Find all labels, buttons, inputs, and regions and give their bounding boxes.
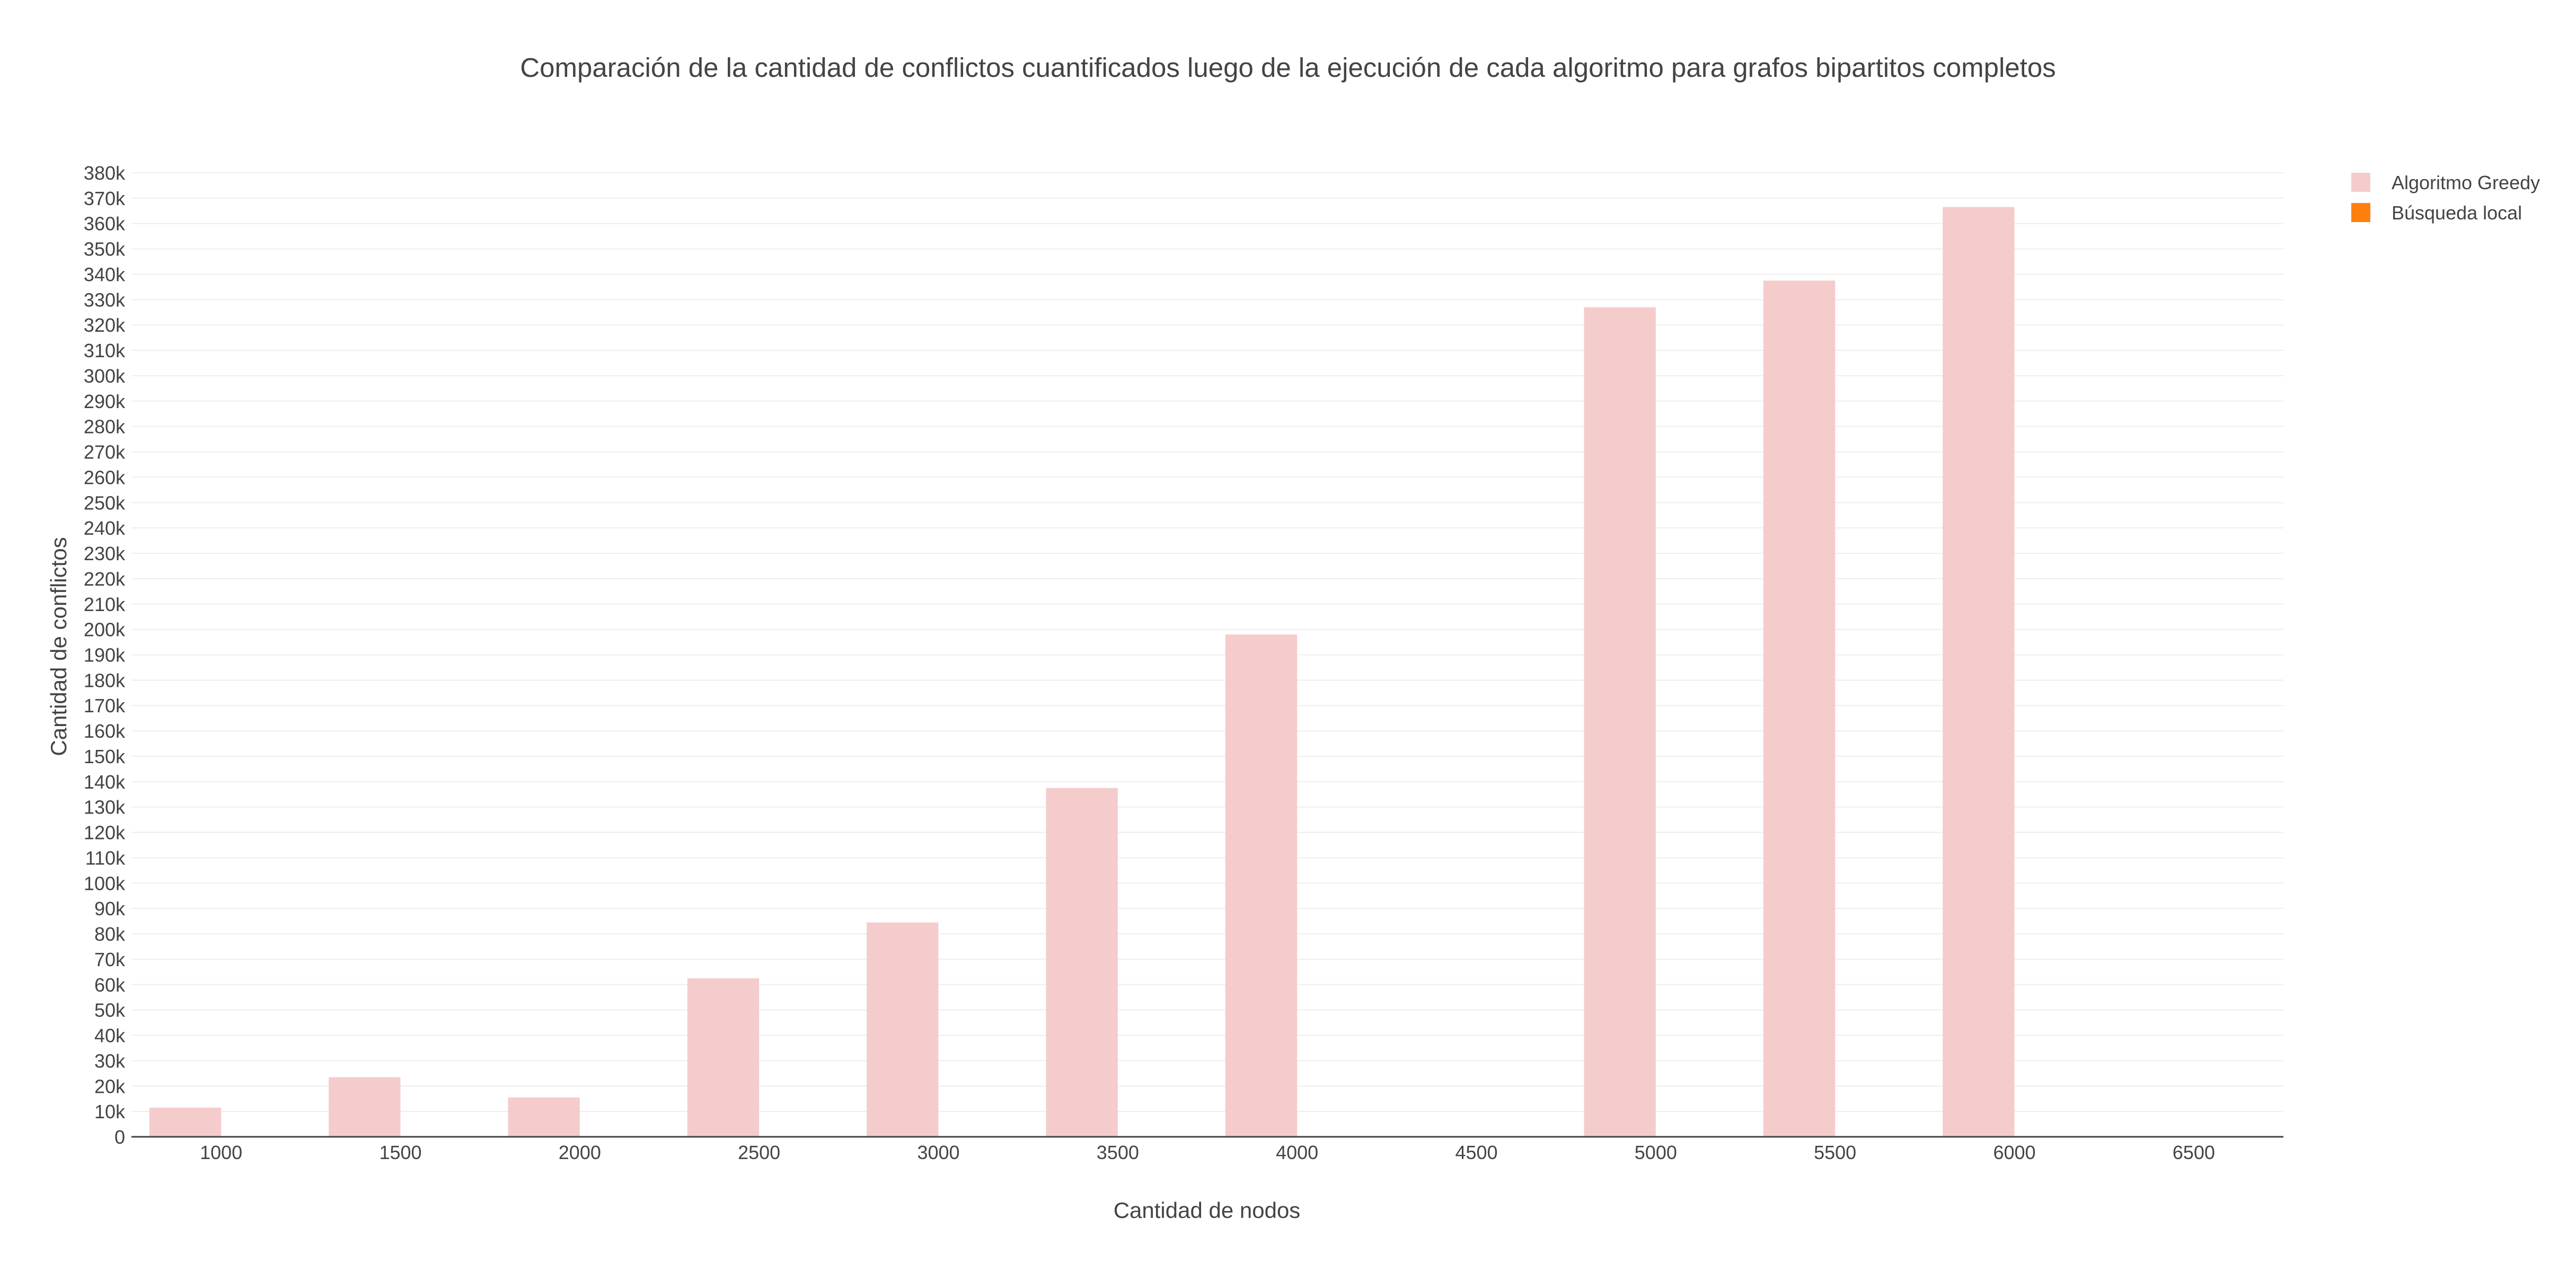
legend-label: Algoritmo Greedy [2392, 172, 2540, 193]
y-tick-label: 80k [94, 923, 126, 945]
y-tick-label: 140k [84, 771, 126, 793]
y-tick-label: 110k [85, 847, 126, 869]
y-tick-label: 120k [84, 822, 126, 844]
x-tick-label: 6000 [1993, 1142, 2035, 1163]
x-tick-label: 4500 [1455, 1142, 1497, 1163]
x-tick-label: 3000 [917, 1142, 959, 1163]
x-tick-label: 1500 [379, 1142, 421, 1163]
y-tick-label: 30k [94, 1050, 126, 1072]
y-tick-label: 300k [84, 365, 126, 387]
y-tick-label: 360k [84, 213, 126, 235]
gridlines [131, 172, 2283, 1112]
bar-greedy [687, 978, 760, 1137]
y-tick-label: 250k [84, 492, 126, 514]
y-tick-label: 100k [84, 872, 126, 894]
x-tick-label: 5500 [1814, 1142, 1856, 1163]
y-tick-label: 280k [84, 416, 126, 438]
x-tick-label: 1000 [200, 1142, 242, 1163]
x-tick-label: 6500 [2173, 1142, 2215, 1163]
bar-greedy [1225, 634, 1298, 1137]
chart-title: Comparación de la cantidad de conflictos… [520, 52, 2055, 83]
bar-greedy [1943, 207, 2015, 1137]
y-tick-label: 50k [94, 1000, 126, 1021]
y-tick-label: 160k [84, 720, 126, 742]
legend-swatch [2351, 203, 2370, 222]
x-tick-label: 4000 [1276, 1142, 1318, 1163]
y-tick-label: 350k [84, 238, 126, 260]
y-tick-label: 240k [84, 517, 126, 539]
y-tick-label: 210k [84, 594, 126, 615]
y-tick-label: 310k [84, 340, 126, 361]
y-tick-label: 320k [84, 314, 126, 336]
y-tick-label: 170k [84, 695, 126, 717]
bar-greedy [329, 1077, 401, 1137]
y-axis-title: Cantidad de conflictos [46, 537, 71, 756]
y-tick-label: 290k [84, 391, 126, 412]
y-tick-label: 40k [94, 1025, 126, 1047]
y-tick-label: 380k [84, 162, 126, 184]
y-tick-label: 220k [84, 568, 126, 590]
bars [149, 207, 2015, 1137]
y-tick-label: 260k [84, 466, 126, 488]
x-tick-label: 2500 [738, 1142, 780, 1163]
y-tick-label: 180k [84, 669, 126, 691]
bar-greedy [1584, 307, 1656, 1137]
x-tick-label: 5000 [1635, 1142, 1677, 1163]
y-tick-label: 0 [114, 1126, 125, 1148]
y-tick-label: 330k [84, 289, 126, 311]
x-axis-ticks: 1000 1500 2000 2500 3000 3500 4000 4500 5000 5500… [200, 1142, 2215, 1163]
y-tick-label: 70k [94, 949, 126, 970]
y-tick-label: 370k [84, 188, 126, 209]
legend-swatch [2351, 173, 2370, 192]
x-tick-label: 3500 [1097, 1142, 1139, 1163]
y-tick-label: 130k [84, 797, 126, 818]
y-tick-label: 20k [94, 1075, 126, 1097]
bar-greedy [1763, 280, 1836, 1137]
y-tick-label: 90k [94, 898, 126, 920]
y-tick-label: 60k [94, 974, 126, 996]
y-tick-label: 10k [94, 1101, 126, 1122]
legend: Algoritmo Greedy Búsqueda local [2351, 172, 2540, 224]
legend-label: Búsqueda local [2392, 202, 2522, 224]
y-tick-label: 270k [84, 441, 126, 463]
y-axis-ticks: 0 10k 20k 30k 40k 50k 60k 70k 80k 90k 100k 110k 120k… [84, 162, 126, 1148]
y-tick-label: 200k [84, 619, 126, 641]
bar-greedy [1046, 788, 1118, 1137]
x-axis-title: Cantidad de nodos [1114, 1198, 1301, 1223]
y-tick-label: 150k [84, 746, 126, 767]
bar-greedy [508, 1097, 580, 1137]
x-tick-label: 2000 [559, 1142, 601, 1163]
y-tick-label: 230k [84, 543, 126, 564]
y-tick-label: 190k [84, 644, 126, 666]
bar-greedy [149, 1107, 222, 1137]
bar-greedy [867, 922, 939, 1137]
y-tick-label: 340k [84, 263, 126, 285]
